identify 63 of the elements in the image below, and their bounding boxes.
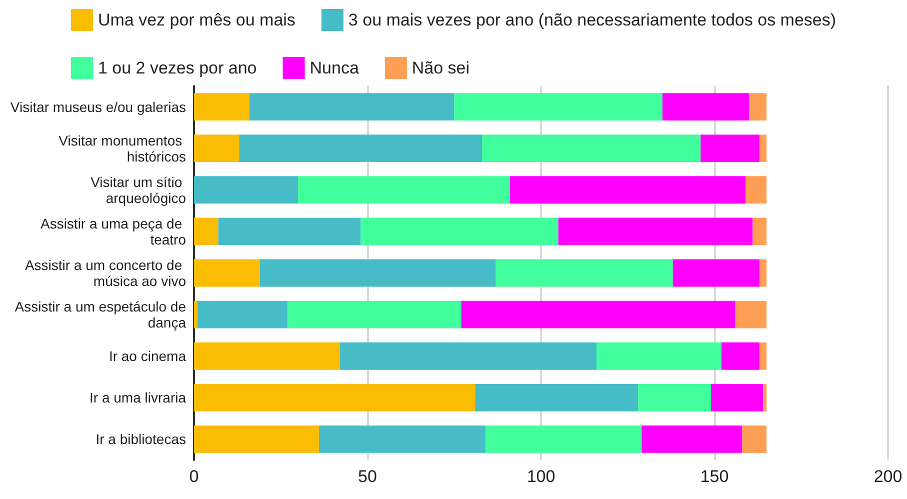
y-tick-label: Visitar um sítio arqueológico: [90, 174, 186, 206]
bar: [194, 300, 198, 328]
bar: [596, 342, 722, 370]
y-tick-label: Visitar museus e/ou galerias: [10, 98, 186, 115]
bar: [721, 342, 760, 370]
bar: [197, 300, 288, 328]
bar: [496, 259, 673, 287]
bar: [475, 384, 638, 412]
bar: [218, 218, 361, 246]
x-tick-label: 200: [874, 467, 902, 486]
bar: [662, 93, 750, 120]
bar: [454, 93, 662, 120]
y-tick-label: Assistir a uma peça de teatro: [40, 215, 186, 248]
x-tick-label: 50: [358, 467, 377, 486]
bar: [298, 176, 510, 204]
bar: [194, 342, 340, 370]
bar: [760, 134, 767, 162]
y-tick-label: Ir ao cinema: [108, 348, 186, 364]
bar: [194, 426, 319, 453]
y-tick-label: Visitar monumentos históricos: [58, 132, 186, 164]
bar: [510, 176, 746, 204]
bar: [711, 384, 764, 412]
bar: [485, 426, 642, 453]
bar: [260, 259, 496, 287]
bar: [746, 176, 767, 204]
legend-label: Nunca: [310, 58, 360, 78]
bar: [194, 93, 250, 120]
bar: [461, 300, 736, 328]
bar: [742, 426, 767, 453]
legend-label: Uma vez por mês ou mais: [98, 10, 296, 30]
bar: [760, 342, 767, 370]
bar: [735, 300, 767, 328]
bar: [482, 134, 701, 162]
bar: [194, 259, 260, 287]
bar: [558, 218, 753, 246]
bar: [749, 93, 767, 120]
x-tick-label: 0: [189, 467, 199, 486]
bar: [318, 426, 486, 453]
bar: [752, 218, 767, 246]
bar: [194, 176, 298, 204]
bar: [760, 259, 767, 287]
y-tick-label: Ir a bibliotecas: [96, 431, 186, 448]
y-tick-label: Assistir a um espetáculo de dança: [14, 298, 186, 331]
legend-label: Não sei: [412, 58, 470, 78]
bar: [194, 384, 476, 412]
bar: [239, 134, 482, 162]
x-tick-label: 150: [700, 467, 729, 486]
x-tick-label: 100: [526, 467, 556, 486]
bar: [340, 342, 597, 370]
bar: [360, 218, 558, 246]
bar: [250, 93, 454, 120]
legend-label: 3 ou mais vezes por ano (não necessariamente todos os meses): [348, 10, 836, 30]
bar: [642, 426, 742, 453]
bar: [638, 384, 712, 412]
bar: [194, 218, 218, 246]
bar: [194, 134, 240, 162]
bar: [672, 259, 760, 287]
legend-label: 1 ou 2 vezes por ano: [98, 58, 257, 78]
bar: [700, 134, 760, 162]
bar: [288, 300, 462, 328]
bar: [763, 384, 767, 412]
y-tick-label: Ir a uma livraria: [90, 390, 186, 406]
y-tick-label: Assistir a um concerto de música ao vivo: [24, 257, 186, 289]
